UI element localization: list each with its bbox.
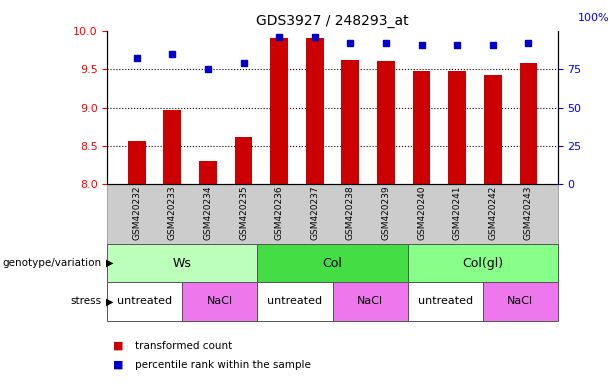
Text: NaCl: NaCl: [507, 296, 533, 306]
Bar: [520, 63, 538, 184]
Bar: [306, 38, 324, 184]
Text: Col(gl): Col(gl): [462, 257, 503, 270]
Text: untreated: untreated: [417, 296, 473, 306]
Text: ■: ■: [113, 360, 124, 370]
Bar: [413, 71, 430, 184]
Bar: [341, 60, 359, 184]
Bar: [270, 38, 288, 184]
Text: untreated: untreated: [267, 296, 322, 306]
Bar: [377, 61, 395, 184]
Text: ▶: ▶: [106, 258, 113, 268]
Text: untreated: untreated: [117, 296, 172, 306]
Text: genotype/variation: genotype/variation: [2, 258, 101, 268]
Text: Ws: Ws: [173, 257, 192, 270]
Text: stress: stress: [70, 296, 101, 306]
Bar: [448, 71, 466, 184]
Bar: [128, 141, 145, 184]
Text: ■: ■: [113, 341, 124, 351]
Text: Col: Col: [322, 257, 343, 270]
Text: ▶: ▶: [106, 296, 113, 306]
Bar: [164, 110, 181, 184]
Text: transformed count: transformed count: [135, 341, 232, 351]
Title: GDS3927 / 248293_at: GDS3927 / 248293_at: [256, 14, 409, 28]
Bar: [235, 137, 253, 184]
Text: NaCl: NaCl: [207, 296, 233, 306]
Text: percentile rank within the sample: percentile rank within the sample: [135, 360, 311, 370]
Bar: [484, 75, 501, 184]
Text: 100%: 100%: [578, 13, 610, 23]
Text: NaCl: NaCl: [357, 296, 383, 306]
Bar: [199, 161, 217, 184]
